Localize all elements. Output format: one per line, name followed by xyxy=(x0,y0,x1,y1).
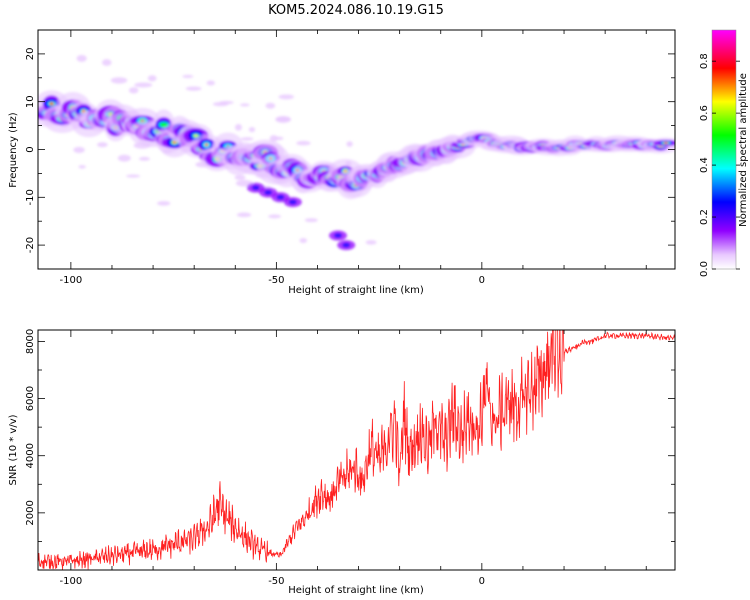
spectrogram-blob xyxy=(185,86,202,91)
spectrogram-blob xyxy=(268,214,282,219)
colorbar-label: Normalized spectral amplitude xyxy=(738,73,749,227)
spectrogram-blob xyxy=(275,115,291,123)
spectrogram-x-tick-label: 0 xyxy=(479,275,485,286)
spectrogram-blob xyxy=(126,174,141,178)
spectrogram-x-label: Height of straight line (km) xyxy=(288,285,424,296)
colorbar-tick-label: 0.2 xyxy=(699,209,710,225)
spectrogram-blob xyxy=(134,82,153,88)
snr-y-tick-label: 2000 xyxy=(25,500,36,525)
colorbar-tick-label: 0.8 xyxy=(699,53,710,69)
spectrogram-blob xyxy=(278,94,294,100)
colorbar: 0.0 0.2 0.4 0.6 0.8 Normalized spectral ampl… xyxy=(699,29,749,277)
spectrogram-y-tick-label: 0 xyxy=(25,146,36,152)
spectrogram-blob xyxy=(251,185,260,191)
spectrogram-x-tick-label: -100 xyxy=(60,275,83,286)
colorbar-ticks: 0.0 0.2 0.4 0.6 0.8 xyxy=(699,53,740,277)
spectrogram-blob xyxy=(288,199,297,205)
spectrogram-blob xyxy=(101,59,112,66)
spectrogram-blob xyxy=(193,134,198,137)
snr-x-tick-label: -50 xyxy=(268,576,284,587)
snr-x-tick-label: -100 xyxy=(60,576,83,587)
colorbar-tick-label: 0.6 xyxy=(699,105,710,121)
spectrogram-blob xyxy=(159,122,168,127)
spectrogram-blob xyxy=(346,141,353,147)
spectrogram-blob xyxy=(182,74,194,78)
spectrogram-blob xyxy=(234,123,242,131)
snr-y-label: SNR (10 * v/v) xyxy=(8,414,19,485)
spectrogram-blob xyxy=(78,165,86,169)
snr-x-label: Height of straight line (km) xyxy=(288,585,424,596)
spectrogram-blob xyxy=(205,143,208,147)
spectrogram-blob xyxy=(664,142,668,144)
spectrogram-blob xyxy=(76,54,87,62)
spectrogram-blob xyxy=(239,103,250,107)
snr-x-tick-label: 0 xyxy=(479,576,485,587)
spectrogram-heat xyxy=(38,54,675,251)
spectrogram-blob xyxy=(212,101,229,107)
snr-y-tick-label: 4000 xyxy=(25,443,36,468)
spectrogram-blob xyxy=(49,102,54,106)
spectrogram-blob xyxy=(265,102,276,109)
spectrogram-blob xyxy=(128,87,139,94)
spectrogram-blob xyxy=(299,238,308,244)
spectrogram-blob xyxy=(97,142,108,148)
spectrogram-y-label: Frequency (Hz) xyxy=(8,112,19,188)
spectrogram-blob xyxy=(234,175,246,180)
figure-title: KOM5.2024.086.10.19.G15 xyxy=(268,3,444,18)
snr-y-tick-label: 8000 xyxy=(25,329,36,354)
spectrogram-y-tick-label: -20 xyxy=(25,237,36,253)
spectrogram-y-tick-label: 20 xyxy=(25,48,36,61)
spectrogram-blob xyxy=(365,240,377,245)
spectrogram-blob xyxy=(73,146,85,154)
spectrogram-blob xyxy=(110,77,128,84)
snr-ticks: -100 -50 0 2000 4000 6000 8000 xyxy=(25,329,675,587)
spectrogram-blob xyxy=(276,194,285,200)
spectrogram-blob xyxy=(269,135,278,142)
spectrogram-blob xyxy=(304,218,318,223)
snr-series-line xyxy=(38,330,675,570)
colorbar-tick-label: 0.0 xyxy=(699,261,710,277)
spectrogram-y-tick-label: -10 xyxy=(25,189,36,205)
spectrogram-blob xyxy=(157,201,171,206)
snr-y-tick-label: 6000 xyxy=(25,386,36,411)
colorbar-frame xyxy=(711,29,737,270)
spectrogram-blob xyxy=(334,233,343,239)
spectrogram-blob xyxy=(117,154,131,162)
colorbar-tick-label: 0.4 xyxy=(699,157,710,173)
spectrogram-blob xyxy=(274,136,284,141)
spectrogram-blob xyxy=(206,80,215,86)
spectrogram-blob xyxy=(138,156,150,161)
snr-panel: -100 -50 0 2000 4000 6000 8000 Height of strai… xyxy=(8,329,676,596)
spectrogram-blob xyxy=(264,190,273,196)
spectrogram-blob xyxy=(240,137,254,141)
spectrogram-blob xyxy=(236,212,252,218)
spectrogram-blob xyxy=(248,126,256,133)
spectrogram-blob xyxy=(296,140,311,146)
spectrogram-y-tick-label: 10 xyxy=(25,95,36,108)
snr-frame xyxy=(37,329,676,571)
spectrogram-x-tick-label: -50 xyxy=(268,275,284,286)
spectrogram-blob xyxy=(342,242,351,248)
colorbar-gradient xyxy=(712,30,736,269)
spectrogram-blob xyxy=(147,75,157,82)
